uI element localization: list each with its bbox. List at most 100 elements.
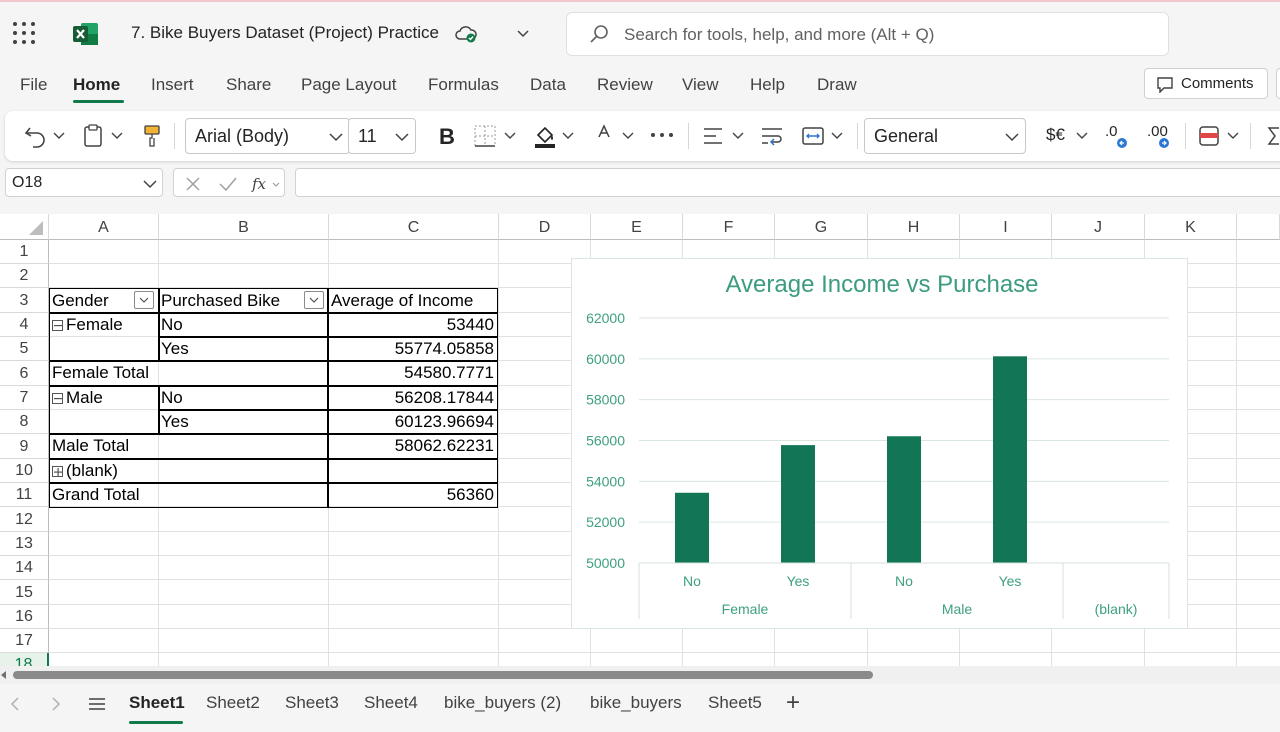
row-header-14[interactable]: 14: [0, 556, 49, 580]
formula-input[interactable]: [295, 168, 1280, 197]
row-header-9[interactable]: 9: [0, 434, 49, 459]
bold-icon[interactable]: B: [436, 123, 456, 149]
pivot-value[interactable]: 54580.7771: [404, 363, 494, 382]
tab-formulas[interactable]: Formulas: [428, 75, 499, 94]
enter-icon[interactable]: [218, 176, 238, 192]
column-header-j[interactable]: J: [1052, 214, 1145, 240]
row-header-8[interactable]: 8: [0, 410, 49, 434]
pivot-cell[interactable]: No: [161, 388, 183, 407]
name-box[interactable]: O18: [5, 168, 163, 197]
chart-title[interactable]: Average Income vs Purchase: [725, 271, 1038, 298]
collapse-icon[interactable]: [52, 393, 63, 404]
row-header-10[interactable]: 10: [0, 459, 49, 483]
chevron-left-icon[interactable]: [9, 696, 21, 712]
row-header-2[interactable]: 2: [0, 264, 49, 288]
row-header-17[interactable]: 17: [0, 629, 49, 653]
bar-chart[interactable]: Average Income vs Purchase 50000 52000 540…: [571, 258, 1188, 629]
fill-color-icon[interactable]: [533, 123, 557, 149]
conditional-formatting-icon[interactable]: [1198, 125, 1220, 147]
row-header-18[interactable]: 18: [0, 653, 49, 666]
currency-format-button[interactable]: $€: [1046, 125, 1065, 144]
chevron-down-icon[interactable]: [516, 26, 530, 40]
tab-share[interactable]: Share: [226, 75, 272, 94]
decrease-decimal-button[interactable]: .00: [1147, 123, 1168, 140]
tab-home[interactable]: Home: [73, 75, 121, 94]
font-color-icon[interactable]: [595, 123, 613, 147]
pivot-row-label[interactable]: Male: [52, 386, 103, 410]
autosum-icon[interactable]: [1267, 125, 1280, 147]
column-header-d[interactable]: D: [499, 214, 591, 240]
share-button-edge[interactable]: [1276, 68, 1280, 99]
app-launcher-icon[interactable]: [13, 22, 35, 44]
pivot-subtotal-label[interactable]: Female Total: [52, 363, 150, 382]
tab-draw[interactable]: Draw: [817, 75, 857, 94]
chevron-down-icon[interactable]: [831, 130, 843, 142]
column-header-f[interactable]: F: [683, 214, 775, 240]
pivot-value[interactable]: 55774.05858: [394, 339, 494, 358]
pivot-cell[interactable]: No: [161, 315, 183, 334]
pivot-value[interactable]: 56208.17844: [394, 388, 494, 407]
more-options-icon[interactable]: [649, 131, 675, 139]
add-sheet-button[interactable]: +: [786, 689, 801, 716]
cancel-icon[interactable]: [185, 176, 201, 192]
expand-icon[interactable]: [52, 466, 63, 477]
pivot-row-label[interactable]: (blank): [52, 459, 118, 483]
wrap-text-icon[interactable]: [760, 124, 784, 148]
sheet-tab-bike-buyers[interactable]: bike_buyers: [590, 693, 682, 712]
pivot-value[interactable]: 58062.62231: [394, 436, 494, 455]
row-header-3[interactable]: 3: [0, 288, 49, 313]
column-header-h[interactable]: H: [868, 214, 960, 240]
column-header-c[interactable]: C: [329, 214, 499, 240]
pivot-value[interactable]: 56360: [446, 485, 494, 504]
pivot-subtotal-label[interactable]: Male Total: [52, 436, 130, 455]
pivot-value[interactable]: 53440: [446, 315, 494, 334]
row-header-5[interactable]: 5: [0, 337, 49, 361]
row-header-13[interactable]: 13: [0, 532, 49, 556]
row-header-16[interactable]: 16: [0, 605, 49, 629]
insert-function-icon[interactable]: fx: [251, 174, 281, 194]
column-header-i[interactable]: I: [960, 214, 1052, 240]
pivot-cell[interactable]: Yes: [161, 339, 189, 358]
chevron-down-icon[interactable]: [622, 130, 634, 142]
paste-icon[interactable]: [83, 123, 105, 149]
chevron-down-icon[interactable]: [111, 130, 123, 142]
chevron-down-icon[interactable]: [562, 130, 574, 142]
row-header-12[interactable]: 12: [0, 507, 49, 532]
column-header-e[interactable]: E: [591, 214, 683, 240]
tab-file[interactable]: File: [20, 75, 48, 94]
sheet-tab-sheet2[interactable]: Sheet2: [206, 693, 260, 712]
sheet-tab-sheet3[interactable]: Sheet3: [285, 693, 339, 712]
row-header-1[interactable]: 1: [0, 240, 49, 264]
document-title[interactable]: 7. Bike Buyers Dataset (Project) Practic…: [131, 23, 440, 42]
pivot-table[interactable]: Gender Purchased Bike Average of Income …: [49, 288, 499, 510]
borders-icon[interactable]: [473, 124, 497, 148]
row-header-15[interactable]: 15: [0, 580, 49, 605]
pivot-grand-total-label[interactable]: Grand Total: [52, 485, 140, 504]
merge-center-icon[interactable]: [801, 124, 825, 148]
pivot-value[interactable]: 60123.96694: [394, 412, 494, 431]
cloud-saved-icon[interactable]: [454, 24, 478, 44]
select-all-corner[interactable]: [0, 214, 49, 240]
sheet-tab-bike-buyers-2[interactable]: bike_buyers (2): [444, 693, 562, 712]
sheet-tab-sheet5[interactable]: Sheet5: [708, 693, 762, 712]
column-header-k[interactable]: K: [1145, 214, 1237, 240]
font-size-dropdown[interactable]: 11: [348, 118, 416, 154]
gender-filter-button[interactable]: [134, 291, 154, 309]
pivot-row-label[interactable]: Female: [52, 313, 123, 337]
number-format-dropdown[interactable]: General: [864, 118, 1026, 154]
tab-page-layout[interactable]: Page Layout: [301, 75, 397, 94]
chevron-down-icon[interactable]: [1076, 130, 1088, 142]
tab-view[interactable]: View: [682, 75, 719, 94]
align-icon[interactable]: [702, 125, 724, 147]
format-painter-icon[interactable]: [142, 123, 162, 149]
row-header-7[interactable]: 7: [0, 386, 49, 410]
purchased-filter-button[interactable]: [304, 291, 324, 309]
font-name-dropdown[interactable]: Arial (Body): [185, 118, 350, 154]
scrollbar-thumb[interactable]: [13, 671, 873, 679]
chevron-down-icon[interactable]: [1227, 130, 1239, 142]
horizontal-scrollbar[interactable]: [0, 666, 1280, 684]
undo-icon[interactable]: [23, 123, 49, 149]
increase-decimal-button[interactable]: .0: [1105, 123, 1118, 140]
tab-insert[interactable]: Insert: [151, 75, 194, 94]
